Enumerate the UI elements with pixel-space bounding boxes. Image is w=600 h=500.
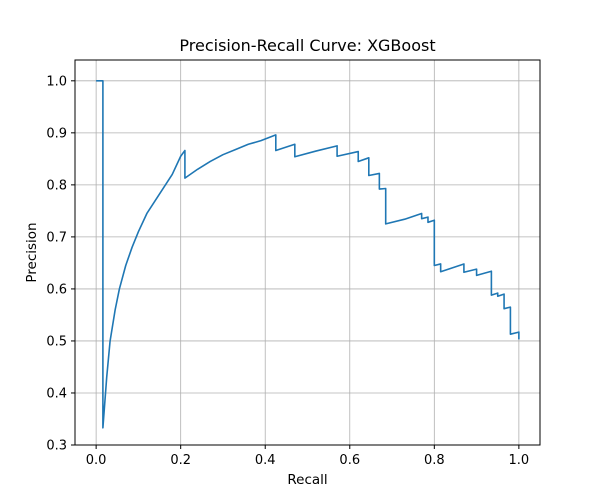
chart-title: Precision-Recall Curve: XGBoost <box>179 36 435 55</box>
x-axis-label: Recall <box>287 472 327 488</box>
x-tick-label: 1.0 <box>509 453 530 468</box>
y-tick-label: 0.3 <box>46 439 67 454</box>
y-tick-label: 0.4 <box>46 386 67 401</box>
x-tick-label: 0.4 <box>255 453 276 468</box>
y-tick-label: 0.8 <box>46 178 67 193</box>
plot-area-frame <box>74 59 541 446</box>
y-axis-ticks: 0.3 0.4 0.5 0.6 0.7 0.8 0.9 1.0 <box>46 74 75 454</box>
y-tick-label: 0.9 <box>46 126 67 141</box>
x-tick-label: 0.6 <box>339 453 360 468</box>
pr-curve-line <box>96 80 520 429</box>
x-axis-ticks: 0.0 0.2 0.4 0.6 0.8 1.0 <box>86 445 529 468</box>
y-tick-label: 0.5 <box>46 334 67 349</box>
y-tick-label: 0.7 <box>46 230 67 245</box>
x-tick-label: 0.2 <box>170 453 191 468</box>
x-tick-label: 0.0 <box>86 453 107 468</box>
y-tick-label: 1.0 <box>46 74 67 89</box>
y-axis-label: Precision <box>24 222 40 282</box>
y-tick-label: 0.6 <box>46 282 67 297</box>
x-tick-label: 0.8 <box>424 453 445 468</box>
series-layer <box>96 80 520 429</box>
